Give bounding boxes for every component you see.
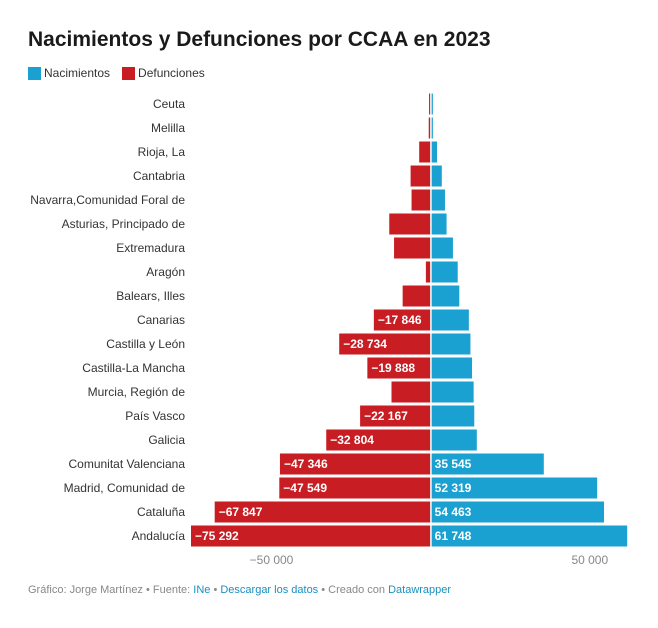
category-label: Aragón (146, 265, 185, 279)
category-label: Castilla-La Mancha (82, 361, 185, 375)
x-tick-label: 50 000 (571, 553, 608, 567)
bar-nacimientos (431, 261, 458, 283)
bar-nacimientos (431, 237, 453, 259)
bar-nacimientos (431, 117, 433, 139)
data-label-defunciones: −47 346 (284, 457, 328, 471)
bar-nacimientos (431, 189, 445, 211)
legend-item-nacimientos: Nacimientos (28, 66, 110, 80)
category-label: Castilla y León (106, 337, 185, 351)
data-label-defunciones: −17 846 (378, 313, 422, 327)
bar-defunciones (411, 189, 431, 211)
bar-defunciones (402, 285, 431, 307)
bar-nacimientos (431, 141, 438, 163)
bar-defunciones (389, 213, 431, 235)
category-label: Comunitat Valenciana (68, 457, 185, 471)
category-label: Asturias, Principado de (62, 217, 186, 231)
bar-nacimientos (431, 453, 544, 475)
footer-credit: Gráfico: Jorge Martínez • Fuente: (28, 584, 194, 596)
bar-defunciones (429, 93, 431, 115)
data-label-defunciones: −32 804 (330, 433, 374, 447)
legend: Nacimientos Defunciones (28, 66, 217, 80)
bar-defunciones (191, 525, 431, 547)
footer-tool-link[interactable]: Datawrapper (388, 584, 452, 596)
bar-nacimientos (431, 93, 433, 115)
legend-label-nacimientos: Nacimientos (44, 66, 111, 80)
category-label: Melilla (151, 121, 185, 135)
data-label-defunciones: −67 847 (219, 505, 263, 519)
bar-defunciones (214, 501, 431, 523)
data-label-defunciones: −22 167 (364, 409, 408, 423)
legend-label-defunciones: Defunciones (138, 66, 205, 80)
bar-defunciones (391, 381, 431, 403)
bar-nacimientos (431, 429, 477, 451)
data-label-nacimientos: 61 748 (435, 529, 472, 543)
footer: Gráfico: Jorge Martínez • Fuente: INe • … (28, 584, 451, 596)
data-label-nacimientos: 54 463 (435, 505, 472, 519)
bar-defunciones (326, 429, 431, 451)
bar-nacimientos (431, 381, 474, 403)
category-label: Cantabria (133, 169, 185, 183)
legend-swatch-nacimientos (28, 66, 41, 80)
bar-nacimientos (431, 285, 460, 307)
bar-nacimientos (431, 213, 447, 235)
bar-nacimientos (431, 357, 473, 379)
bar-defunciones (279, 453, 431, 475)
bar-defunciones (339, 333, 431, 355)
data-label-nacimientos: 52 319 (435, 481, 472, 495)
category-label: País Vasco (125, 409, 185, 423)
data-label-nacimientos: 35 545 (435, 457, 472, 471)
category-label: Cataluña (137, 505, 185, 519)
data-label-defunciones: −19 888 (371, 361, 415, 375)
category-label: Balears, Illes (116, 289, 185, 303)
category-label: Galicia (148, 433, 185, 447)
category-label: Rioja, La (138, 145, 186, 159)
footer-download-link[interactable]: Descargar los datos (220, 584, 319, 596)
bar-defunciones (360, 405, 431, 427)
bar-nacimientos (431, 309, 469, 331)
chart-title: Nacimientos y Defunciones por CCAA en 20… (28, 28, 491, 51)
footer-sep: • (210, 584, 221, 596)
bar-defunciones (410, 165, 431, 187)
bar-nacimientos (431, 501, 605, 523)
bar-nacimientos (431, 525, 628, 547)
legend-item-defunciones: Defunciones (122, 66, 205, 80)
footer-created-with: • Creado con (318, 584, 389, 596)
category-label: Madrid, Comunidad de (64, 481, 186, 495)
data-label-defunciones: −75 292 (195, 529, 239, 543)
x-tick-label: −50 000 (250, 553, 294, 567)
bar-defunciones (373, 309, 431, 331)
bar-defunciones (425, 261, 431, 283)
bar-defunciones (394, 237, 431, 259)
bar-defunciones (428, 117, 431, 139)
bar-nacimientos (431, 477, 598, 499)
legend-swatch-defunciones (122, 66, 136, 80)
category-label: Ceuta (153, 97, 185, 111)
bar-defunciones (279, 477, 431, 499)
category-label: Murcia, Región de (88, 385, 186, 399)
data-label-defunciones: −28 734 (343, 337, 387, 351)
bar-nacimientos (431, 405, 475, 427)
data-label-defunciones: −47 549 (283, 481, 327, 495)
category-label: Navarra,Comunidad Foral de (30, 193, 185, 207)
category-label: Extremadura (116, 241, 185, 255)
bar-chart: −50 000 50 000 Ceuta Melilla Rioja, La Cantab… (30, 92, 628, 567)
bar-nacimientos (431, 165, 442, 187)
category-label: Canarias (137, 313, 185, 327)
bar-defunciones (419, 141, 431, 163)
footer-source-link[interactable]: INe (193, 584, 211, 596)
bar-nacimientos (431, 333, 471, 355)
bar-defunciones (367, 357, 431, 379)
category-label: Andalucía (132, 529, 186, 543)
